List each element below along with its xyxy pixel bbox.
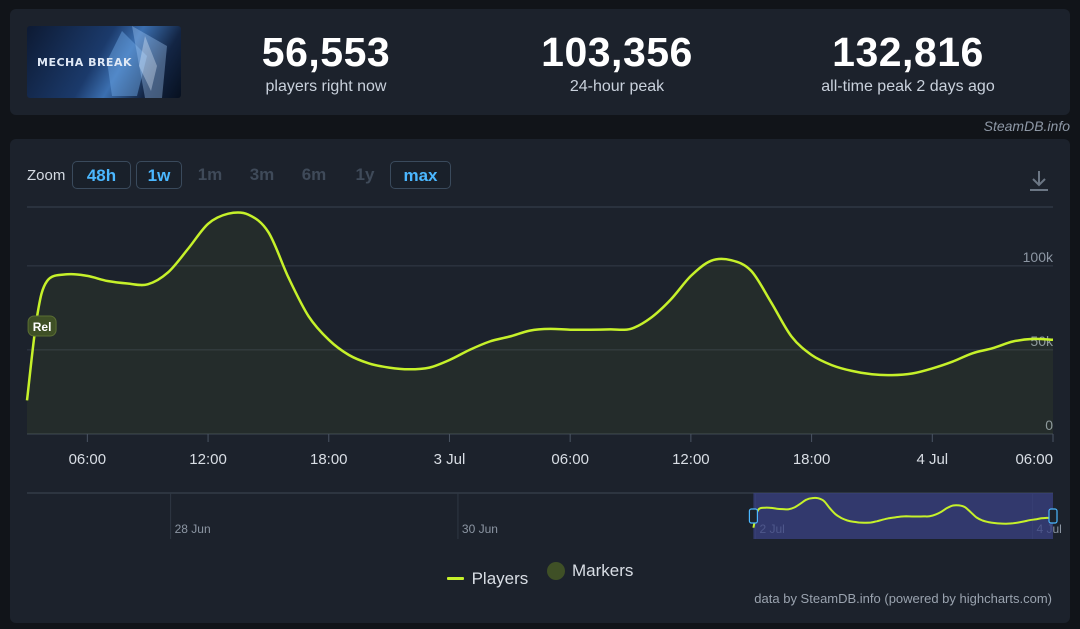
chart-legend: Players Markers [10, 561, 1070, 589]
zoom-1y-button[interactable]: 1y [355, 165, 375, 184]
stat-all-time-peak: 132,816 all-time peak 2 days ago [778, 31, 1038, 96]
zoom-48h-button[interactable]: 48h [72, 161, 131, 189]
peak-24h-value: 103,356 [541, 29, 693, 75]
x-tick-label: 4 Jul [916, 451, 948, 468]
navigator-right-handle[interactable] [1048, 508, 1058, 524]
stats-panel: MECHA BREAK 56,553 players right now 103… [10, 9, 1070, 115]
legend-markers[interactable]: Markers [547, 561, 633, 581]
players-area [27, 212, 1053, 434]
legend-players[interactable]: Players [446, 568, 529, 589]
legend-players-label: Players [471, 568, 529, 588]
navigator-label: 30 Jun [462, 522, 498, 536]
navigator-left-handle[interactable] [748, 508, 759, 524]
current-players-label: players right now [265, 78, 387, 95]
x-tick-label: 12:00 [672, 451, 710, 468]
players-line-swatch [446, 577, 464, 580]
all-time-peak-value: 132,816 [832, 29, 984, 75]
all-time-peak-label: all-time peak 2 days ago [821, 78, 995, 95]
x-tick-label: 06:00 [551, 451, 589, 468]
zoom-1w-button[interactable]: 1w [136, 161, 182, 189]
zoom-label: Zoom [27, 167, 66, 184]
y-tick-label: 50k [1030, 333, 1054, 349]
navigator-label: 28 Jun [175, 522, 211, 536]
x-tick-label: 06:00 [69, 451, 107, 468]
legend-markers-label: Markers [572, 561, 634, 580]
chart-credits[interactable]: data by SteamDB.info (powered by highcha… [754, 591, 1052, 606]
y-tick-label: 0 [1045, 417, 1053, 433]
release-marker-label: Rel [33, 320, 52, 334]
game-logo-art: MECHA BREAK [37, 26, 167, 98]
players-line [25, 211, 1054, 401]
zoom-6m-button[interactable]: 6m [301, 165, 327, 184]
stat-24h-peak: 103,356 24-hour peak [487, 31, 747, 96]
stat-current-players: 56,553 players right now [196, 31, 456, 96]
game-logo-image[interactable]: MECHA BREAK [27, 26, 181, 98]
download-icon[interactable] [1028, 169, 1050, 193]
x-tick-label: 06:00 [1015, 451, 1053, 468]
current-players-value: 56,553 [261, 29, 391, 75]
x-tick-label: 18:00 [793, 451, 831, 468]
x-tick-label: 18:00 [310, 451, 348, 468]
markers-dot-swatch [547, 562, 565, 580]
player-count-chart: 0 50k 100k 06:00 12:00 18:00 3 Jul 06:00 12:00 18… [25, 206, 1062, 539]
chart-panel: 0 50k 100k 06:00 12:00 18:00 3 Jul 06:00 12:00 18… [10, 139, 1070, 623]
navigator-series-line [752, 496, 1054, 528]
zoom-1m-button[interactable]: 1m [197, 165, 223, 184]
zoom-max-button[interactable]: max [390, 161, 451, 189]
zoom-3m-button[interactable]: 3m [249, 165, 275, 184]
game-logo-text: MECHA BREAK [37, 56, 132, 69]
peak-24h-label: 24-hour peak [569, 78, 665, 95]
x-tick-label: 12:00 [189, 451, 227, 468]
y-tick-label: 100k [1023, 249, 1054, 265]
x-tick-label: 3 Jul [434, 451, 466, 468]
release-marker [27, 315, 57, 337]
steamdb-brand[interactable]: SteamDB.info [983, 118, 1070, 134]
